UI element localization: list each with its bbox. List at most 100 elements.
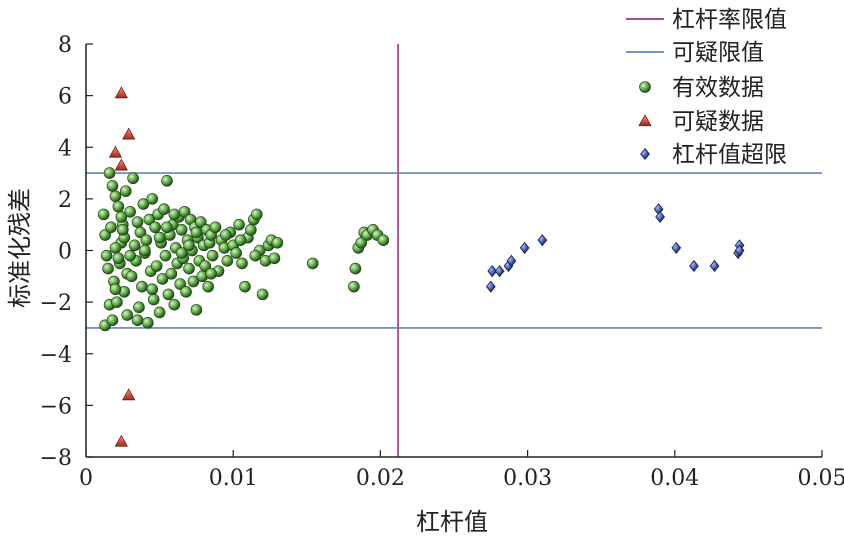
x-tick-label: 0 [79,466,93,491]
valid-data-point [256,288,269,301]
valid-data-point [134,226,147,239]
valid-data-point [117,224,129,236]
valid-data-point [236,257,248,270]
valid-data-point [190,226,203,239]
leverage-exceeded-point [655,210,665,224]
valid-data-point [111,296,123,308]
legend-suspicious-data-label: 可疑数据 [672,109,764,135]
leverage-exceeded-point [537,234,548,247]
x-tick-label: 0.04 [650,466,699,491]
valid-data-point [180,285,192,298]
valid-data-point [121,309,134,321]
reference-lines [86,44,822,457]
valid-data-point [165,267,178,280]
legend-leverage-exceeded-swatch [640,147,650,161]
valid-data-point [131,216,144,228]
valid-data-point [348,280,360,293]
valid-data-point [175,247,188,259]
leverage-exceeded-point [671,241,682,254]
valid-data-point [115,211,128,223]
valid-data-point [250,208,263,221]
suspicious-data-point [114,86,128,99]
valid-data-point [162,288,175,301]
valid-data-point [245,224,257,236]
legend-suspicious-data-swatch [638,114,652,127]
valid-data-point [109,242,122,254]
valid-data-point [234,234,247,246]
valid-data-point [209,221,222,234]
suspicious-data-point [108,145,123,158]
leverage-exceeded-point [519,241,530,254]
valid-data-point [202,280,214,293]
valid-data-point [220,229,232,241]
valid-data-point [233,218,245,231]
leverage-exceeded-point [506,254,517,267]
y-tick-label: −6 [40,394,72,419]
data-points [97,86,745,447]
x-tick-label: 0.03 [503,466,552,491]
valid-data-point [153,231,166,244]
valid-data-point [136,280,148,293]
valid-data-point [271,236,284,249]
valid-data-point [102,262,114,275]
valid-data-point [183,239,195,252]
valid-data-point [159,249,172,262]
valid-data-point [187,275,200,288]
valid-data-point [377,234,390,246]
valid-data-point [168,208,181,221]
valid-data-point [109,190,122,203]
suspicious-data-point [114,158,128,171]
valid-data-point [206,249,219,262]
valid-data-point [124,205,136,218]
valid-data-point [119,185,132,197]
valid-data-point [99,229,111,241]
tick-labels: 0 0.01 0.02 0.03 0.04 0.05 8 6 4 2 0 −2 −4 −6 −8 [40,33,844,491]
valid-data-point [97,208,110,221]
valid-data-point [128,239,141,252]
valid-data-point [175,224,188,236]
valid-data-point [133,301,145,314]
leverage-exceeded-point [494,265,505,278]
valid-data-point [127,172,139,185]
valid-data-point [158,203,170,215]
leverage-exceeded-point [487,265,498,278]
x-tick-label: 0.02 [356,466,405,491]
valid-data-point [150,260,163,272]
y-tick-label: 4 [58,136,72,161]
valid-data-point [199,260,212,272]
valid-data-point [131,314,144,326]
suspicious-data-point [122,388,136,401]
y-tick-label: −2 [40,291,72,316]
leverage-exceeded-point [485,280,496,293]
valid-data-point [161,175,173,187]
x-axis-label: 杠杆值 [416,508,488,536]
valid-data-point [106,180,119,192]
valid-data-point [195,216,207,228]
valid-data-point [306,257,319,270]
axes [85,43,823,458]
valid-data-point [103,167,116,179]
valid-data-point [112,200,125,213]
valid-data-point [106,314,119,326]
valid-data-point [249,249,262,262]
x-tick-label: 0.05 [798,466,844,491]
leverage-exceeded-point [734,244,745,257]
legend-leverage-limit-label: 杠杆率限值 [672,7,787,33]
valid-data-point [105,221,117,234]
valid-data-point [146,193,159,205]
valid-data-point [156,273,169,285]
valid-data-point [109,283,122,296]
valid-data-point [137,198,150,210]
legend-valid-data-label: 有效数据 [672,75,764,101]
valid-data-point [230,247,242,259]
valid-data-point [190,304,203,316]
valid-data-point [124,249,136,262]
valid-data-point [174,278,187,290]
x-tick-label: 0.01 [209,466,258,491]
y-tick-label: −8 [40,446,72,471]
valid-data-point [149,221,161,234]
suspicious-data-point [114,434,128,447]
valid-data-point [140,234,153,246]
